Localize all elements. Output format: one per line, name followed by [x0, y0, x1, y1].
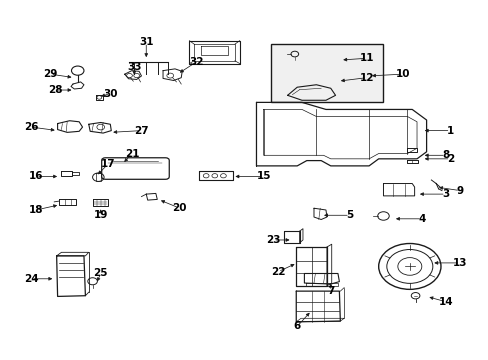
- Text: 24: 24: [24, 274, 39, 284]
- Text: 10: 10: [395, 69, 409, 79]
- Text: 11: 11: [359, 53, 373, 63]
- Text: 19: 19: [93, 210, 108, 220]
- Text: 5: 5: [346, 210, 353, 220]
- Text: 29: 29: [43, 69, 58, 79]
- Text: 25: 25: [93, 269, 108, 279]
- Text: 9: 9: [456, 186, 463, 195]
- Text: 2: 2: [446, 154, 453, 164]
- Text: 1: 1: [446, 126, 453, 136]
- Text: 12: 12: [359, 73, 373, 83]
- Text: 22: 22: [270, 267, 285, 277]
- Bar: [270, 44, 383, 102]
- Text: 16: 16: [29, 171, 43, 181]
- Text: 28: 28: [48, 85, 62, 95]
- Text: 7: 7: [326, 286, 334, 296]
- Text: 15: 15: [256, 171, 270, 181]
- Text: 20: 20: [172, 203, 187, 213]
- Text: 3: 3: [441, 189, 448, 199]
- Text: 27: 27: [134, 126, 148, 136]
- Text: 31: 31: [139, 37, 153, 48]
- Text: 8: 8: [441, 150, 448, 160]
- Text: 18: 18: [29, 205, 43, 215]
- Text: 32: 32: [189, 57, 203, 67]
- Text: 30: 30: [103, 89, 117, 99]
- Text: 21: 21: [124, 149, 139, 158]
- Text: 33: 33: [127, 62, 141, 72]
- Text: 14: 14: [438, 297, 452, 307]
- Text: 17: 17: [101, 159, 115, 169]
- Text: 23: 23: [265, 235, 280, 245]
- Text: 26: 26: [24, 122, 39, 132]
- Text: 6: 6: [293, 321, 300, 332]
- Text: 13: 13: [452, 258, 467, 268]
- Text: 4: 4: [417, 214, 425, 224]
